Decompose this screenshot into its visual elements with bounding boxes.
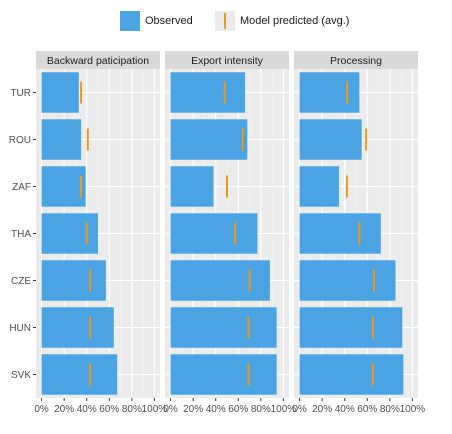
observed-bar-zaf [299, 166, 340, 207]
legend-key-observed [120, 11, 140, 31]
observed-bar-rou [41, 119, 82, 160]
observed-bar-rou [170, 119, 248, 160]
x-tick-label: 0% [34, 404, 49, 415]
panel-strip [165, 51, 289, 69]
y-tick-label-zaf: ZAF [12, 182, 31, 193]
x-tick-label: 60% [228, 404, 248, 415]
y-tick-label-tha: THA [11, 229, 31, 240]
x-tick-label: 100% [400, 404, 426, 415]
x-tick-label: 100% [142, 404, 168, 415]
panel-strip [294, 51, 418, 69]
x-tick-label: 0% [292, 404, 307, 415]
observed-bar-svk [299, 354, 404, 395]
x-tick-label: 80% [380, 404, 400, 415]
observed-bar-tur [299, 72, 360, 113]
x-tick-label: 20% [183, 404, 203, 415]
x-tick-label: 0% [163, 404, 178, 415]
x-tick-label: 80% [122, 404, 142, 415]
panel-title: Processing [330, 55, 382, 67]
y-tick-label-svk: SVK [11, 370, 31, 381]
x-tick-label: 40% [77, 404, 97, 415]
observed-bar-hun [299, 307, 403, 348]
x-tick-label: 60% [99, 404, 119, 415]
observed-bar-svk [41, 354, 118, 395]
observed-bar-svk [170, 354, 277, 395]
observed-bar-tha [41, 213, 98, 254]
legend-label-observed: Observed [145, 15, 193, 27]
observed-bar-tha [170, 213, 258, 254]
x-tick-label: 100% [271, 404, 297, 415]
legend-label-predicted: Model predicted (avg.) [240, 15, 349, 27]
observed-bar-cze [41, 260, 106, 301]
observed-bar-cze [170, 260, 270, 301]
observed-bar-cze [299, 260, 396, 301]
x-tick-label: 20% [54, 404, 74, 415]
legend: Observed Model predicted (avg.) [120, 11, 349, 31]
observed-bar-tha [299, 213, 381, 254]
x-tick-label: 40% [335, 404, 355, 415]
y-axis: TUR ROU ZAF THA CZE HUN SVK [9, 88, 36, 381]
observed-bar-zaf [41, 166, 86, 207]
observed-bar-zaf [170, 166, 214, 207]
x-tick-label: 20% [312, 404, 332, 415]
panel-1: Export intensity 0% 20% 40% 60% 80% 100% [163, 51, 296, 415]
y-tick-label-cze: CZE [11, 276, 31, 287]
y-tick-label-hun: HUN [9, 323, 31, 334]
x-tick-label: 80% [251, 404, 271, 415]
x-tick-label: 60% [357, 404, 377, 415]
observed-bar-hun [41, 307, 114, 348]
observed-bar-tur [41, 72, 79, 113]
observed-bar-hun [170, 307, 277, 348]
y-tick-label-rou: ROU [9, 135, 31, 146]
observed-bar-tur [170, 72, 246, 113]
observed-bar-rou [299, 119, 362, 160]
panel-strip [36, 51, 160, 69]
panel-0: Backward paticipation 0% 20% 40% 60% 80% 100% [34, 51, 167, 415]
panel-2: Processing 0% 20% 40% 60% 80% 100% [292, 51, 425, 415]
x-tick-label: 40% [206, 404, 226, 415]
panel-title: Export intensity [191, 55, 264, 67]
panel-title: Backward paticipation [47, 55, 149, 67]
y-tick-label-tur: TUR [10, 88, 31, 99]
